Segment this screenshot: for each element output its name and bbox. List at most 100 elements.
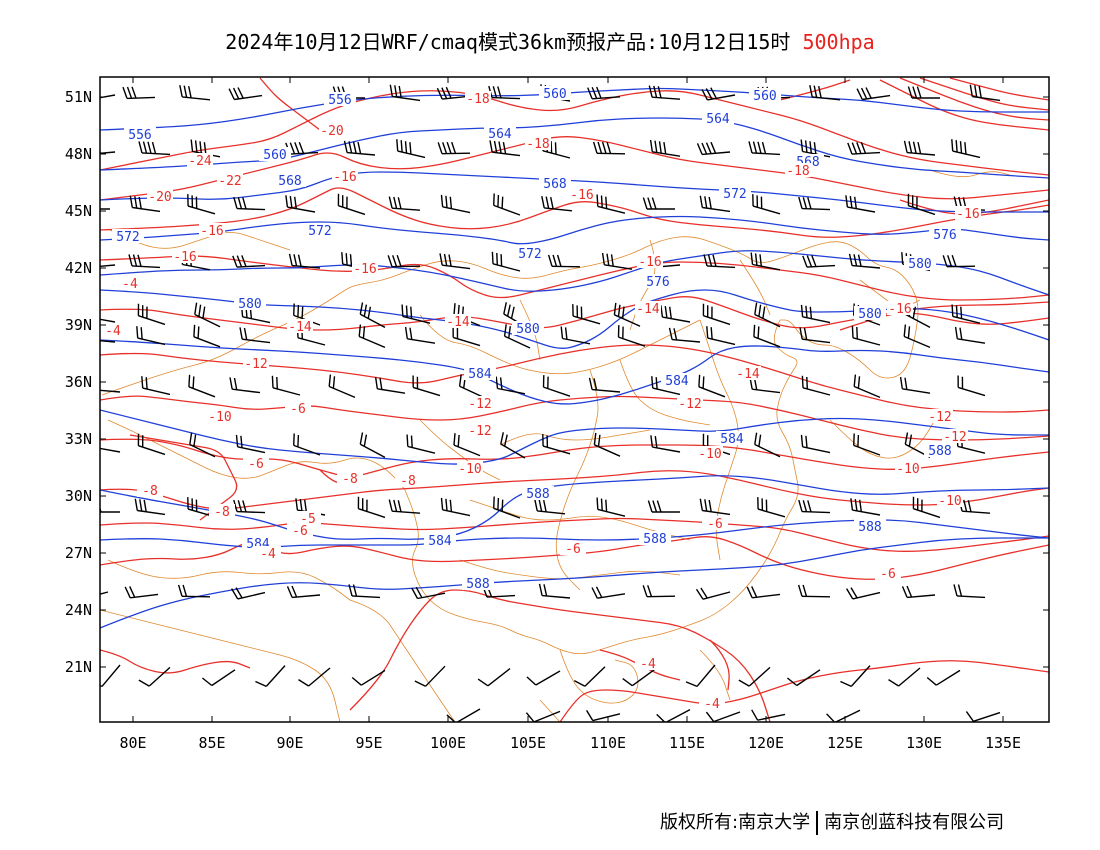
wind-barb-feather	[443, 253, 448, 266]
wind-barb-feather	[959, 141, 963, 154]
wind-barb	[437, 141, 471, 155]
wind-barb-feather	[648, 85, 653, 98]
wind-barb	[752, 194, 781, 215]
wind-barb-feather	[126, 86, 133, 99]
wind-barb-feather	[235, 587, 243, 599]
wind-barb	[137, 303, 166, 326]
wind-barb	[798, 196, 831, 211]
temp-label-bg	[0, 0, 13, 5]
wind-barb-feather	[541, 196, 545, 209]
height-label: 572	[723, 187, 746, 202]
wind-barb	[351, 669, 386, 686]
wind-barb-feather	[194, 140, 198, 153]
wind-barb-feather	[493, 496, 495, 509]
wind-barb	[650, 435, 681, 453]
wind-barb-feather	[445, 498, 448, 511]
height-label: 580	[908, 257, 931, 272]
wind-barb-staff	[542, 445, 571, 455]
wind-barb	[953, 584, 986, 599]
wind-barb-staff	[138, 315, 166, 326]
wind-barb	[229, 377, 261, 394]
wind-barb-staff	[834, 709, 861, 722]
border-line	[559, 649, 639, 704]
wind-barb-feather	[445, 195, 448, 208]
wind-barb	[901, 585, 936, 599]
wind-barb	[592, 141, 626, 155]
wind-barb	[699, 195, 731, 213]
wind-barb	[233, 196, 266, 211]
wind-barb-feather	[859, 499, 862, 512]
wind-barb-feather	[857, 376, 861, 389]
wind-barb-feather	[495, 376, 499, 389]
wind-barb-staff	[182, 263, 211, 271]
lon-label: 85E	[198, 734, 225, 752]
wind-barb	[649, 139, 681, 157]
wind-barb-feather	[405, 305, 408, 318]
wind-barb-feather	[543, 584, 548, 597]
wind-barb-staff	[907, 151, 936, 156]
wind-barb-staff	[702, 206, 731, 213]
temp-label-bg	[255, 546, 281, 560]
temp-label: -10	[698, 447, 721, 462]
wind-barb-feather	[503, 434, 508, 447]
wind-barb-feather	[560, 326, 564, 339]
wind-barb-staff	[597, 593, 626, 599]
wind-barb-feather	[242, 197, 247, 210]
border-line	[499, 429, 651, 446]
wind-barb	[359, 432, 386, 459]
temperature-contour	[100, 344, 1049, 413]
temp-label: -4	[122, 277, 138, 292]
wind-barb-feather	[658, 141, 662, 154]
wind-barb	[359, 302, 386, 329]
height-label: 560	[263, 148, 286, 163]
wind-barb-staff	[424, 665, 446, 687]
wind-barb-feather	[708, 196, 712, 209]
height-label: 584	[468, 367, 492, 382]
wind-barb-staff	[662, 316, 691, 323]
wind-barb-feather	[93, 501, 97, 512]
wind-barb-feather	[621, 306, 625, 319]
wind-barb-staff	[852, 509, 881, 516]
wind-barb-feather	[963, 499, 968, 512]
wind-barb-feather	[397, 500, 402, 513]
wind-barb	[596, 497, 626, 517]
border-line	[107, 419, 406, 491]
wind-barb-staff	[802, 387, 831, 396]
wind-barb	[179, 85, 211, 101]
wind-barb	[374, 376, 406, 394]
wind-barb	[285, 195, 316, 213]
wind-barb-feather	[800, 304, 804, 317]
wind-barb	[685, 664, 716, 688]
wind-barb-feather	[501, 196, 504, 209]
wind-barb-staff	[456, 708, 481, 722]
temp-label-bg	[117, 276, 143, 290]
temperature-contour	[899, 77, 1049, 121]
temp-label-bg	[927, 409, 953, 423]
lat-label: 48N	[65, 145, 92, 163]
wind-barb	[446, 708, 481, 722]
wind-barb-feather	[526, 676, 537, 686]
wind-barb-feather	[179, 85, 183, 98]
wind-barb	[406, 434, 436, 454]
wind-barb-staff	[100, 264, 116, 267]
wind-barb	[798, 499, 831, 514]
wind-barb	[388, 499, 421, 514]
wind-barb	[440, 497, 471, 517]
wind-barb-feather	[807, 197, 812, 210]
wind-barb-feather	[503, 324, 507, 337]
wind-barb-feather	[851, 142, 858, 155]
wind-barb-staff	[452, 336, 481, 347]
wind-barb-staff	[417, 592, 446, 600]
wind-barb-staff	[957, 338, 986, 344]
temp-label: -12	[943, 430, 966, 445]
wind-barb-feather	[751, 709, 759, 721]
wind-barb	[124, 586, 159, 599]
wind-barb-feather	[294, 142, 300, 154]
wind-barb-staff	[862, 94, 891, 101]
wind-barb	[534, 499, 566, 515]
temp-label-bg	[137, 483, 163, 497]
wind-barb	[969, 84, 1001, 102]
height-label: 588	[466, 577, 489, 592]
wind-barb-feather	[552, 254, 558, 267]
wind-barb	[757, 497, 786, 518]
